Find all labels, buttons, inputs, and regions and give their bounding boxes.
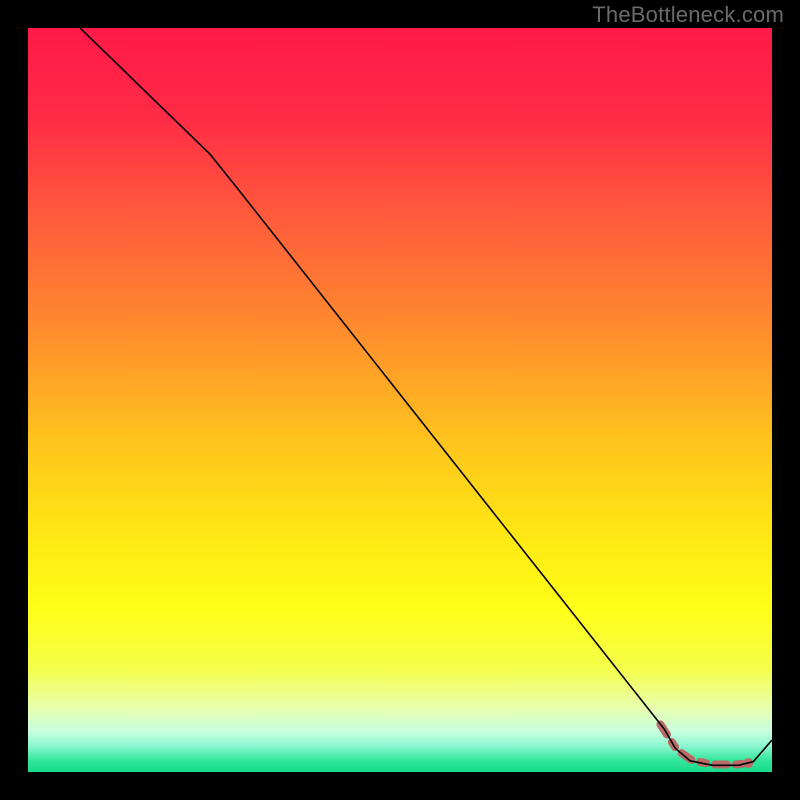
plot-background [28,28,772,772]
chart-frame: TheBottleneck.com [0,0,800,800]
watermark-text: TheBottleneck.com [592,2,784,28]
plot-area [28,28,772,772]
plot-svg [28,28,772,772]
